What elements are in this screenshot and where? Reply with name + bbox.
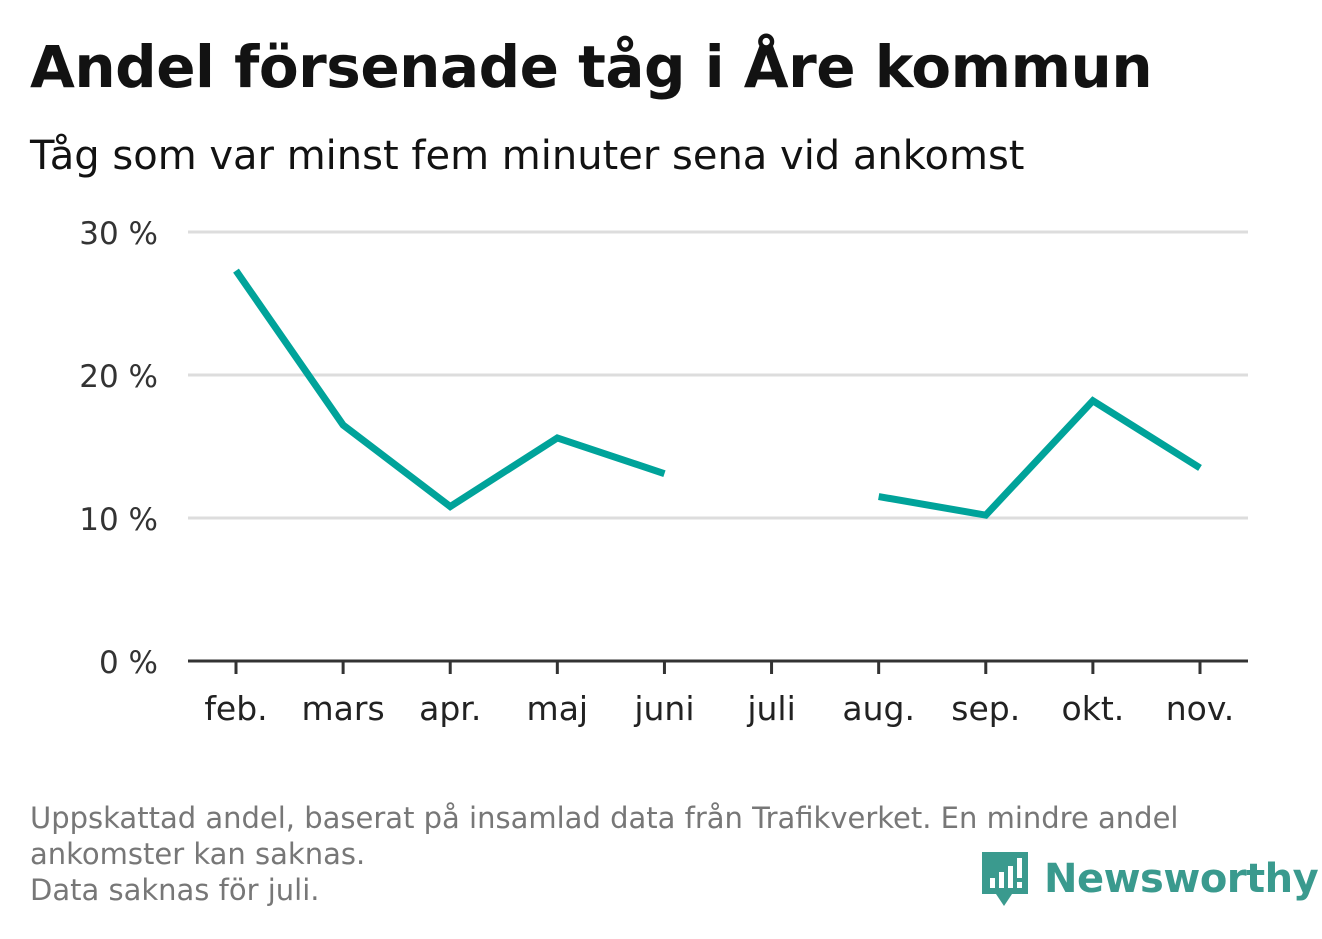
y-tick-label: 0 % bbox=[99, 645, 158, 681]
y-tick-label: 20 % bbox=[79, 359, 158, 395]
x-tick-label: okt. bbox=[1062, 689, 1125, 728]
x-tick-label: nov. bbox=[1166, 689, 1235, 728]
x-tick-label: juli bbox=[746, 689, 795, 728]
x-tick-label: apr. bbox=[419, 689, 481, 728]
y-tick-label: 30 % bbox=[79, 216, 158, 252]
x-tick-label: maj bbox=[527, 689, 589, 728]
line-chart: 0 % 10 % 20 % 30 % feb. mars apr. maj juni juli au… bbox=[79, 216, 1248, 728]
x-tick-label: mars bbox=[302, 689, 385, 728]
x-tick-label: sep. bbox=[951, 689, 1020, 728]
y-tick-label: 10 % bbox=[79, 502, 158, 538]
footnote-line-3: Data saknas för juli. bbox=[30, 873, 320, 907]
chart-subtitle: Tåg som var minst fem minuter sena vid a… bbox=[30, 133, 1025, 179]
x-tick-label: aug. bbox=[842, 689, 915, 728]
x-tick-label: feb. bbox=[204, 689, 267, 728]
footnote-line-1: Uppskattad andel, baserat på insamlad da… bbox=[30, 801, 1179, 835]
x-tick-label: juni bbox=[633, 689, 694, 728]
chart-title: Andel försenade tåg i Åre kommun bbox=[30, 33, 1153, 101]
footnote-line-2: ankomster kan saknas. bbox=[30, 837, 366, 871]
series-line bbox=[878, 396, 1202, 519]
brand-name: Newsworthy bbox=[1044, 856, 1319, 902]
footnote: Uppskattad andel, baserat på insamlad da… bbox=[30, 800, 1290, 908]
newsworthy-logo: Newsworthy bbox=[980, 850, 1319, 908]
newsworthy-icon bbox=[982, 852, 1028, 906]
series-line bbox=[233, 268, 666, 511]
